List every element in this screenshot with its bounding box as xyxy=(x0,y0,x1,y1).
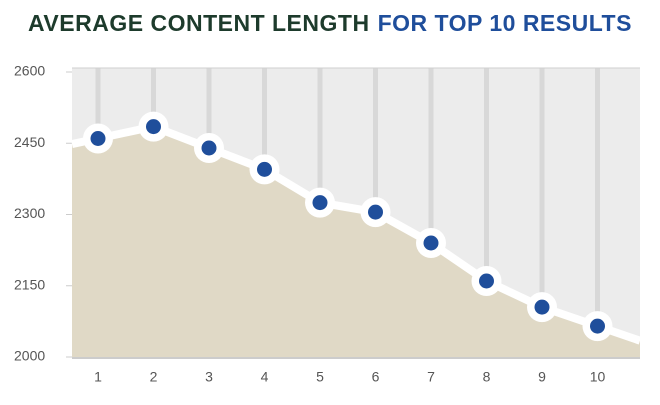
point xyxy=(423,235,439,251)
x-tick-label: 3 xyxy=(205,369,213,385)
x-tick-label: 4 xyxy=(261,369,269,385)
x-tick-label: 6 xyxy=(372,369,380,385)
grid-stripe xyxy=(539,68,545,357)
grid-stripe xyxy=(595,68,600,357)
y-tick-label: 2000 xyxy=(14,348,45,364)
title-main: AVERAGE CONTENT LENGTH xyxy=(28,10,370,36)
x-tick-label: 1 xyxy=(94,369,102,385)
y-tick-label: 2450 xyxy=(14,134,45,150)
line xyxy=(97,122,599,330)
point xyxy=(201,140,217,156)
point xyxy=(312,195,328,211)
area xyxy=(72,126,640,357)
point xyxy=(257,161,272,177)
point xyxy=(534,299,550,315)
x-tick-label: 5 xyxy=(316,369,324,385)
x-tick-label: 9 xyxy=(538,369,546,385)
point xyxy=(479,273,494,289)
x-tick-label: 7 xyxy=(427,369,435,385)
x-tick-label: 10 xyxy=(590,369,606,385)
y-tick-label: 2150 xyxy=(14,276,45,292)
x-tick-label: 2 xyxy=(150,369,158,385)
grid-stripe xyxy=(484,68,489,357)
y-tick-label: 2300 xyxy=(14,205,45,221)
point xyxy=(146,119,161,135)
x-tick-label: 8 xyxy=(483,369,491,385)
y-tick-label: 2600 xyxy=(14,63,45,79)
grid-stripe xyxy=(428,68,434,357)
point xyxy=(368,204,383,220)
chart-title: AVERAGE CONTENT LENGTH FOR TOP 10 RESULTS xyxy=(28,10,632,36)
title-highlight: FOR TOP 10 RESULTS xyxy=(378,10,632,36)
point xyxy=(590,318,605,334)
point xyxy=(90,131,106,146)
